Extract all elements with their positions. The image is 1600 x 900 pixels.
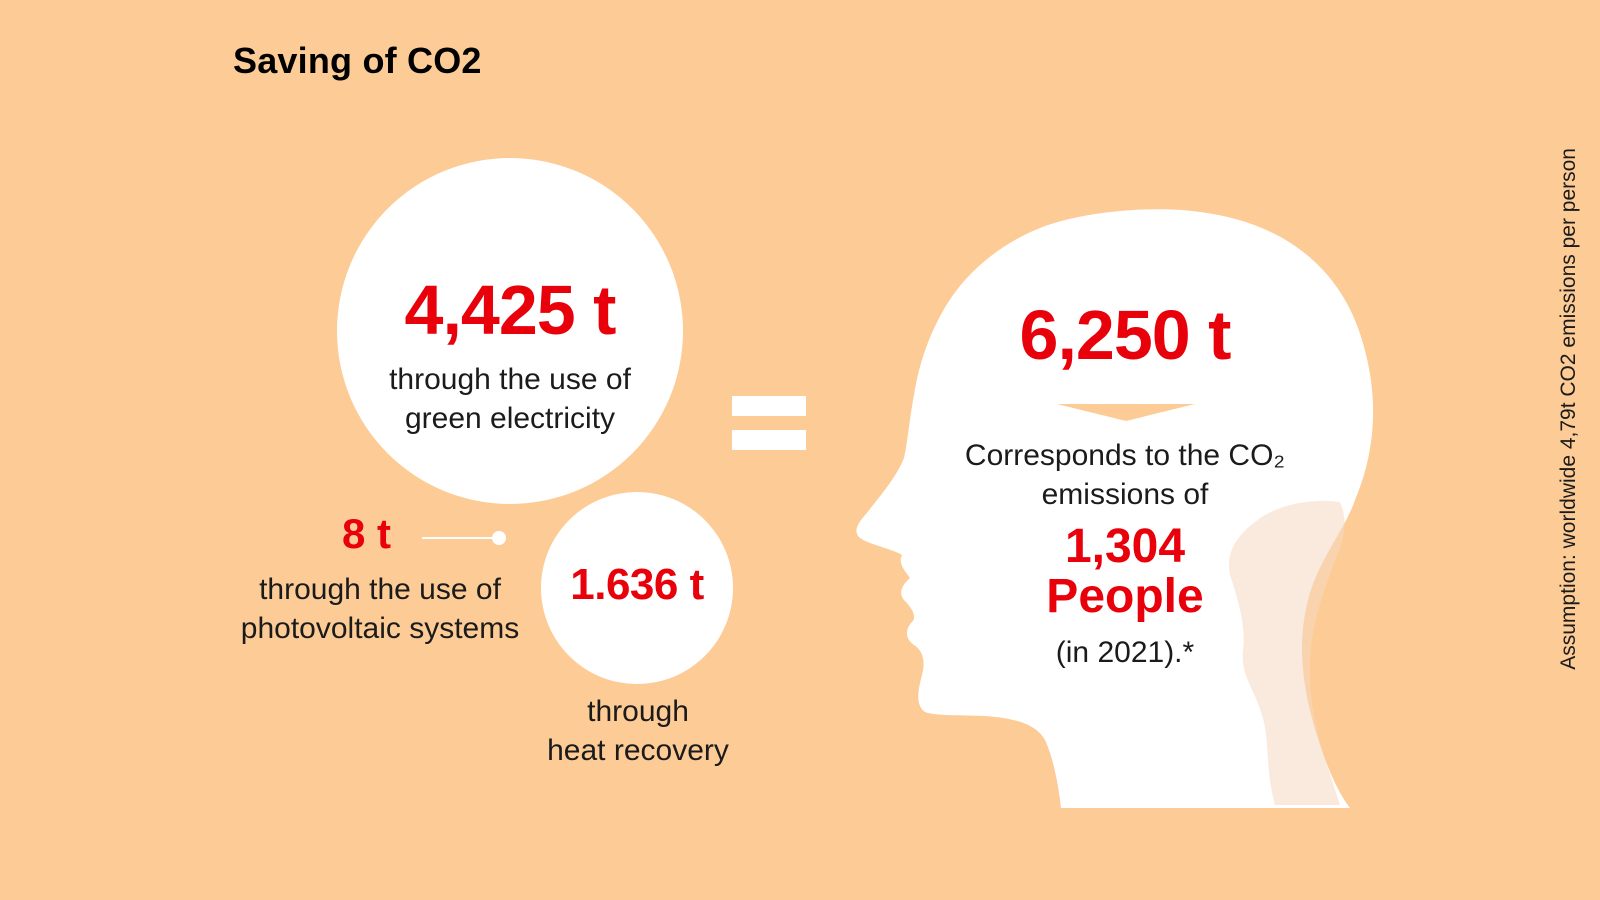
photovoltaic-description: through the use of photovoltaic systems	[220, 570, 540, 648]
photovoltaic-connector-dot	[492, 531, 506, 545]
green-electricity-desc-line2: green electricity	[404, 402, 616, 435]
photovoltaic-desc-line1: through the use of	[259, 573, 501, 606]
watercolor-stain	[1228, 500, 1345, 805]
green-electricity-description: through the use of green electricity	[337, 360, 683, 438]
year-note: (in 2021).*	[1055, 636, 1195, 669]
assumption-footnote: Assumption: worldwide 4,79t CO2 emission…	[1557, 148, 1580, 670]
heat-recovery-description: through heat recovery	[525, 692, 751, 770]
total-description: Corresponds to the CO₂ emissions of	[930, 436, 1320, 514]
equals-sign-top-bar	[732, 396, 806, 416]
heat-recovery-value: 1.636 t	[570, 560, 704, 609]
total-desc-line2: emissions of	[1041, 478, 1209, 511]
equals-sign-bottom-bar	[732, 430, 806, 450]
total-saving-value: 6,250 t	[1019, 296, 1232, 374]
heat-recovery-circle	[541, 492, 733, 684]
people-equivalent: 1,304 People	[980, 522, 1270, 622]
chevron-down-icon	[1057, 404, 1195, 421]
photovoltaic-connector-line	[422, 537, 498, 539]
green-electricity-desc-line1: through the use of	[389, 363, 631, 396]
people-label: People	[1046, 570, 1204, 623]
total-desc-line1: Corresponds to the CO₂	[964, 439, 1286, 472]
photovoltaic-value: 8 t	[342, 510, 392, 557]
people-count: 1,304	[1064, 520, 1186, 573]
photovoltaic-desc-line2: photovoltaic systems	[240, 612, 520, 645]
page-title: Saving of CO2	[233, 40, 482, 81]
green-electricity-circle	[337, 158, 683, 504]
heat-recovery-desc-line1: through	[587, 695, 689, 728]
heat-recovery-desc-line2: heat recovery	[547, 734, 729, 767]
green-electricity-value: 4,425 t	[404, 271, 617, 349]
